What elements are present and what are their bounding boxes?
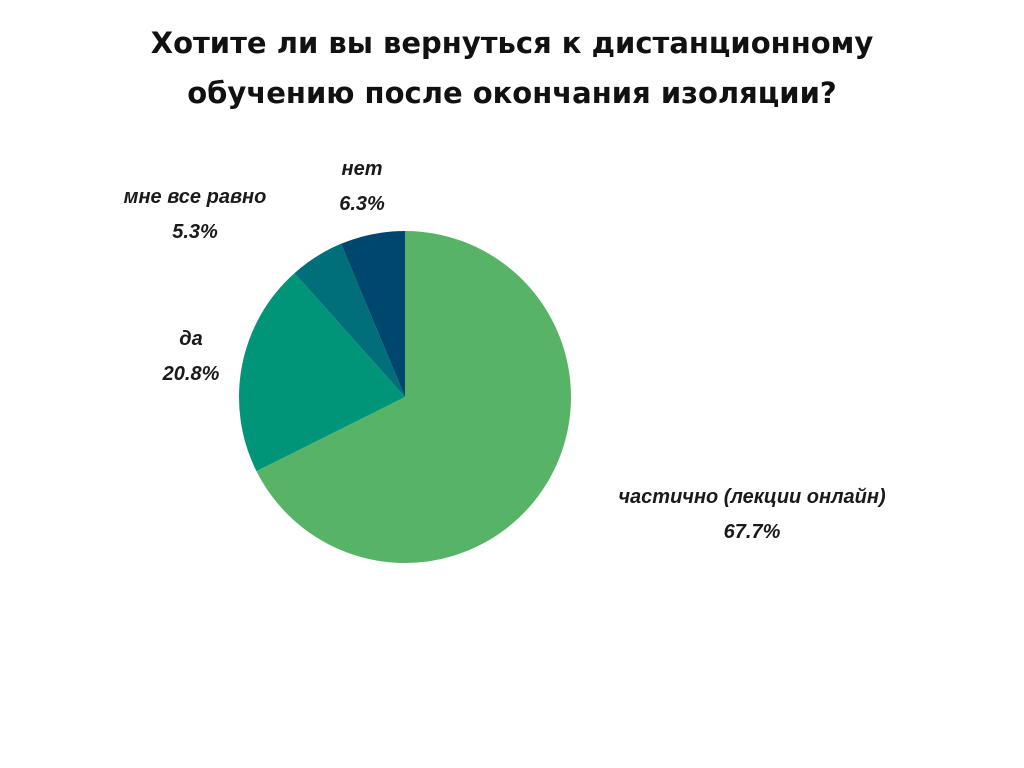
chart-title-line-1: Хотите ли вы вернуться к дистанционному: [150, 26, 874, 60]
slice-label-3: нет: [342, 158, 383, 180]
slice-label-0: частично (лекции онлайн): [618, 486, 886, 508]
slice-percent-3: 6.3%: [339, 193, 385, 215]
pie-slice-1: [238, 273, 405, 472]
slice-percent-1: 20.8%: [162, 363, 220, 385]
slice-percent-2: 5.3%: [172, 221, 218, 243]
pie-labels: частично (лекции онлайн) 67.7% да 20.8% мне …: [124, 158, 886, 543]
slice-label-1: да: [179, 328, 203, 350]
pie-slices: [238, 231, 571, 563]
pie-slice-3: [341, 231, 405, 397]
pie-slice-2: [294, 243, 405, 397]
slice-label-2: мне все равно: [124, 186, 267, 208]
chart-title-line-2: обучению после окончания изоляции?: [187, 76, 837, 110]
chart-title: Хотите ли вы вернуться к дистанционному …: [0, 18, 1024, 118]
pie-slice-0: [256, 231, 571, 563]
slice-percent-0: 67.7%: [724, 521, 781, 543]
